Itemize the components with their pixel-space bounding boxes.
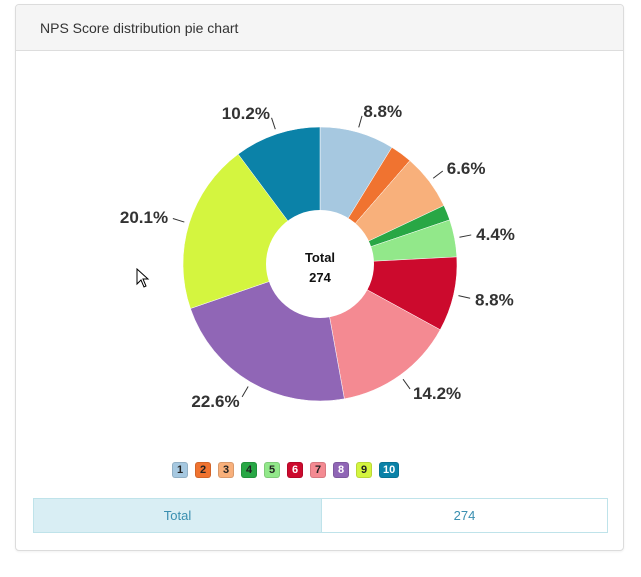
leader-line-7 [402, 378, 411, 390]
chart-panel: NPS Score distribution pie chart [15, 4, 624, 551]
slice-label-8: 22.6% [191, 392, 239, 411]
leader-line-6 [458, 295, 471, 299]
summary-value: 274 [322, 499, 607, 532]
summary-table: Total 274 [33, 498, 608, 533]
leader-line-10 [271, 117, 276, 130]
mouse-cursor-icon [136, 268, 150, 288]
slice-label-7: 14.2% [413, 384, 461, 403]
legend-item-5[interactable]: 5 [264, 462, 280, 478]
legend-item-6[interactable]: 6 [287, 462, 303, 478]
leader-line-1 [358, 115, 363, 128]
legend-item-1[interactable]: 1 [172, 462, 188, 478]
legend-item-8[interactable]: 8 [333, 462, 349, 478]
legend-item-7[interactable]: 7 [310, 462, 326, 478]
summary-label: Total [34, 499, 322, 532]
legend-item-2[interactable]: 2 [195, 462, 211, 478]
slice-label-3: 6.6% [447, 159, 486, 178]
center-value: 274 [309, 270, 331, 285]
slice-label-1: 8.8% [363, 102, 402, 121]
leader-line-3 [432, 170, 444, 179]
chart-legend: 1 2 3 4 5 6 7 8 9 10 [172, 462, 400, 478]
leader-line-5 [459, 234, 472, 238]
panel-title: NPS Score distribution pie chart [16, 5, 623, 51]
legend-item-4[interactable]: 4 [241, 462, 257, 478]
slice-label-10: 10.2% [222, 104, 270, 123]
slice-label-9: 20.1% [120, 208, 168, 227]
slice-label-6: 8.8% [475, 290, 514, 309]
legend-item-10[interactable]: 10 [379, 462, 400, 478]
center-label: Total [305, 250, 335, 265]
leader-line-9 [172, 218, 185, 223]
slice-label-5: 4.4% [476, 225, 515, 244]
donut-hole [266, 210, 374, 318]
legend-item-9[interactable]: 9 [356, 462, 372, 478]
legend-item-3[interactable]: 3 [218, 462, 234, 478]
leader-line-8 [241, 386, 249, 398]
